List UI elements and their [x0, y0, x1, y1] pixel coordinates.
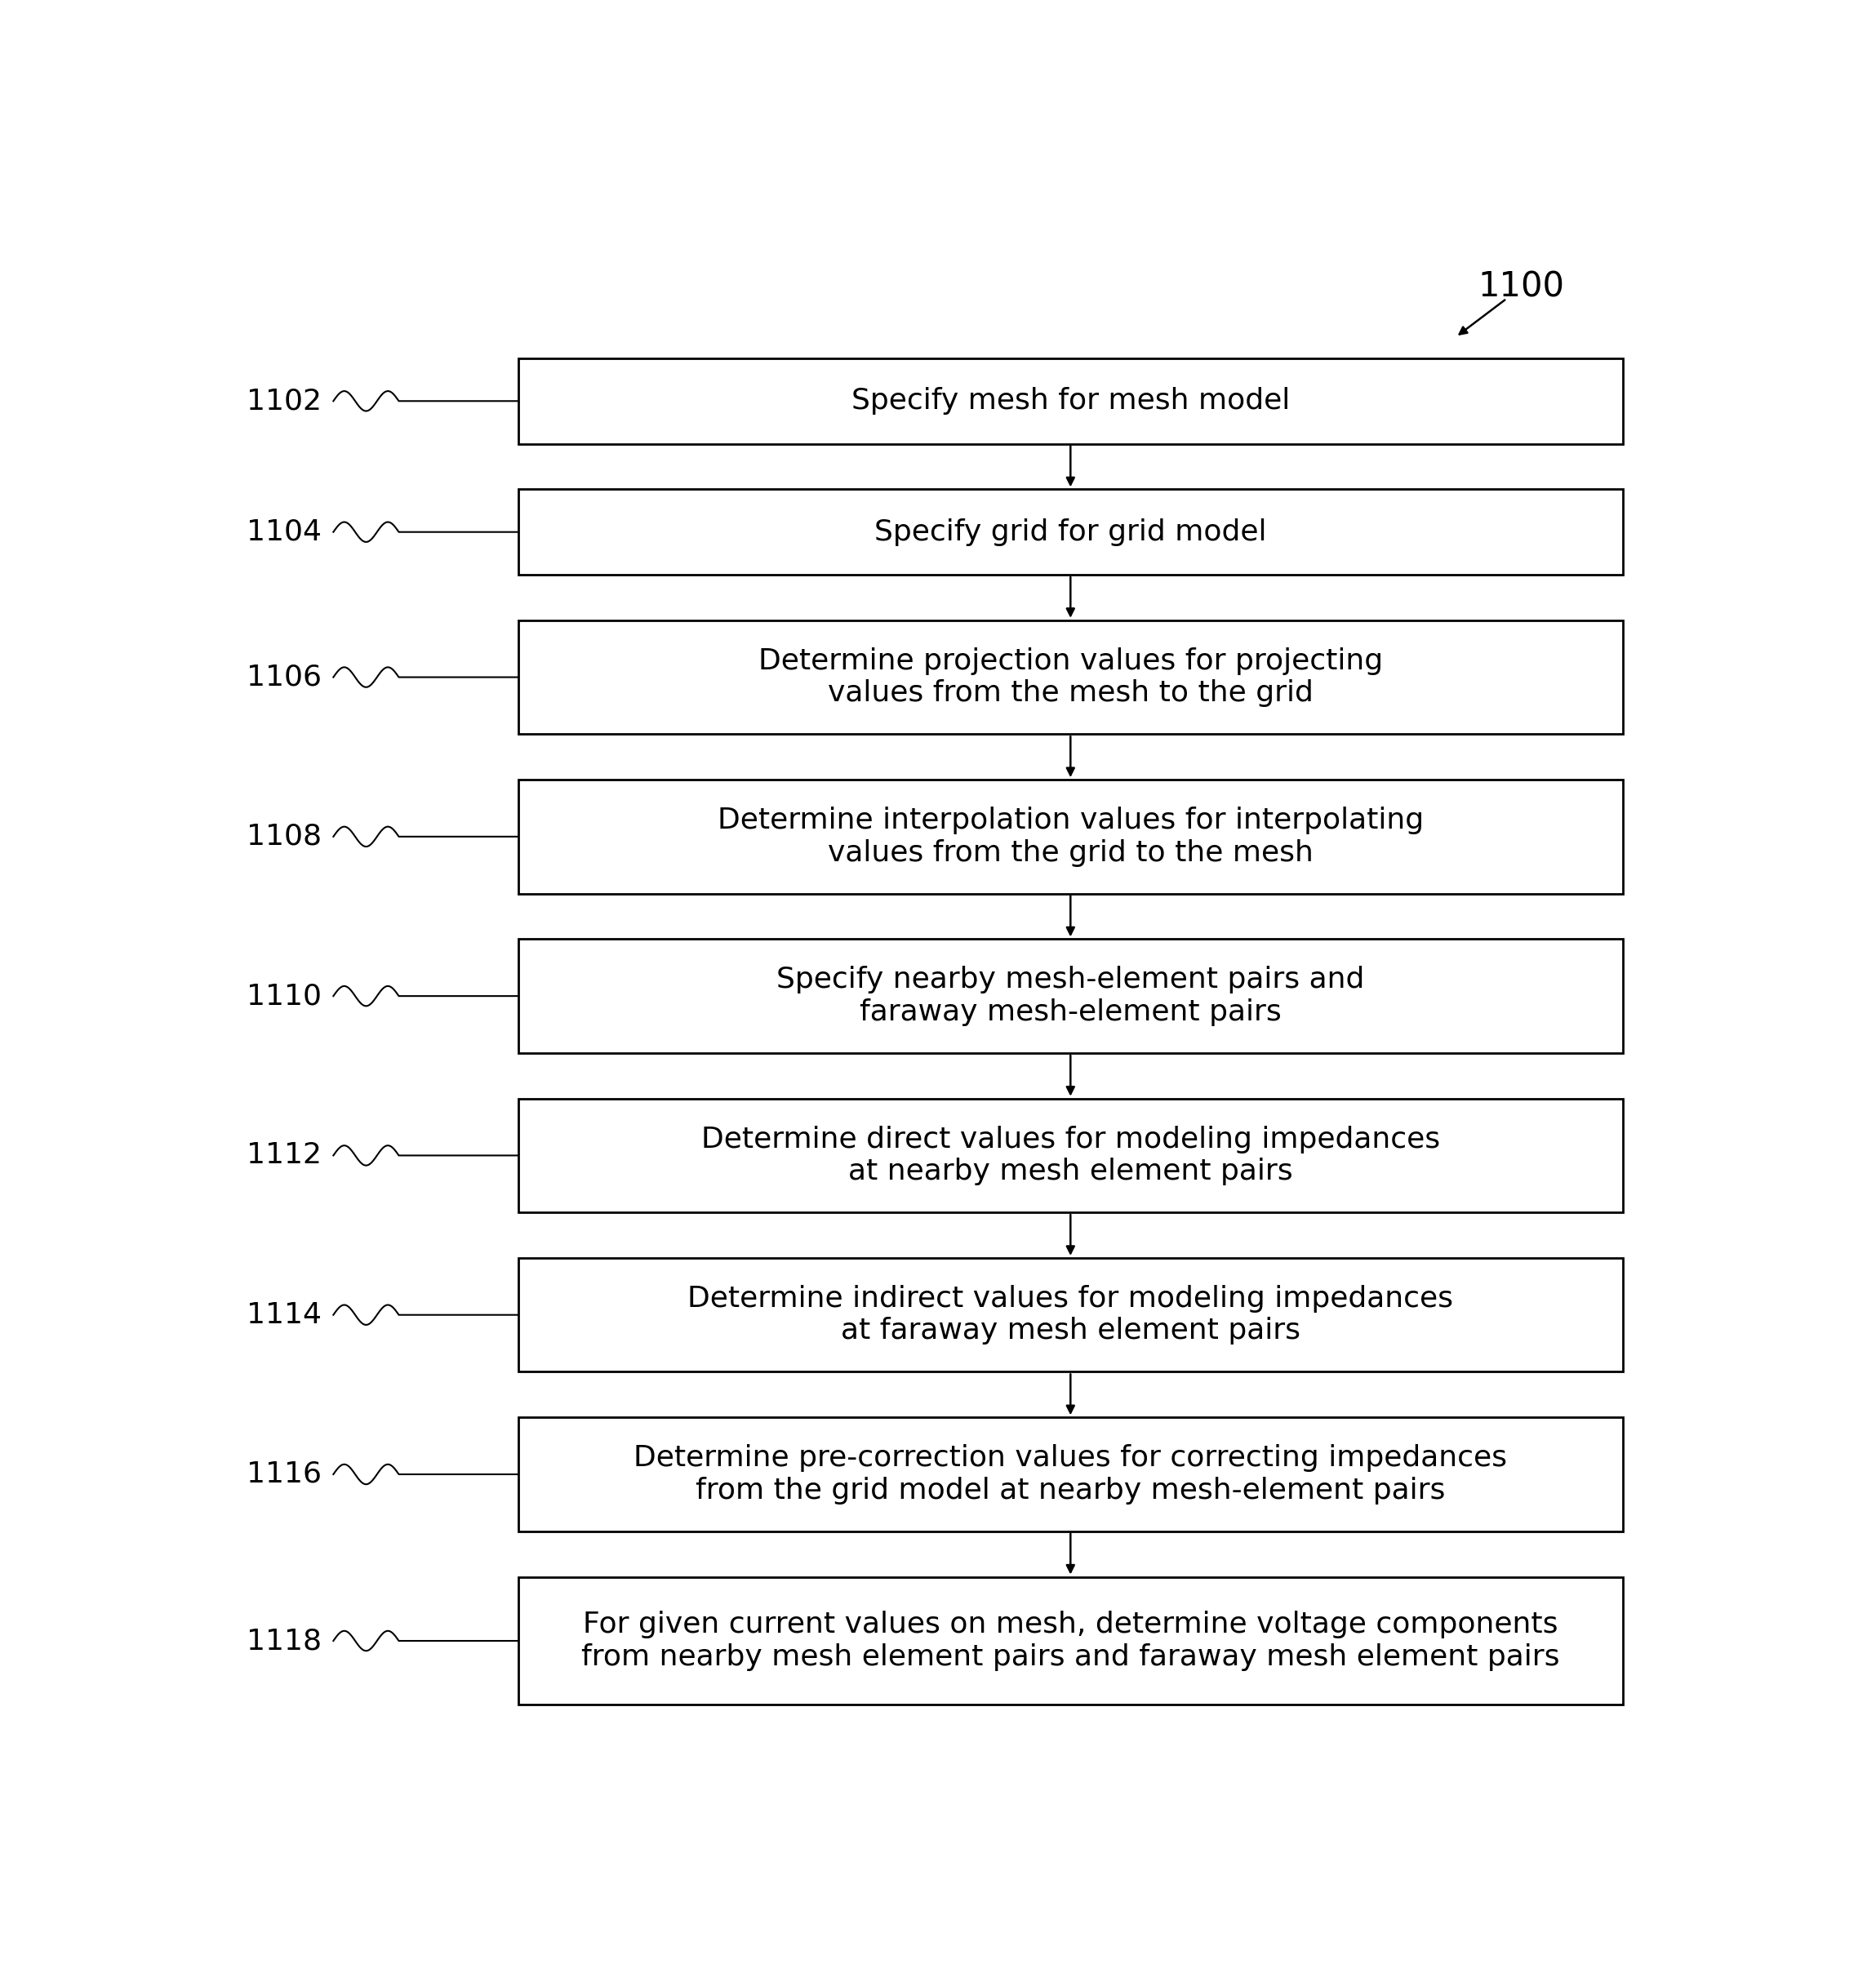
FancyBboxPatch shape: [518, 358, 1623, 443]
Text: 1106: 1106: [246, 663, 323, 690]
FancyBboxPatch shape: [518, 1576, 1623, 1705]
FancyBboxPatch shape: [518, 779, 1623, 894]
Text: Specify grid for grid model: Specify grid for grid model: [874, 518, 1266, 546]
Text: Determine indirect values for modeling impedances
at faraway mesh element pairs: Determine indirect values for modeling i…: [688, 1286, 1454, 1345]
FancyBboxPatch shape: [518, 489, 1623, 576]
Text: Determine interpolation values for interpolating
values from the grid to the mes: Determine interpolation values for inter…: [717, 807, 1424, 866]
Text: 1116: 1116: [246, 1460, 323, 1487]
Text: 1100: 1100: [1478, 271, 1565, 305]
FancyBboxPatch shape: [518, 1098, 1623, 1213]
Text: 1112: 1112: [246, 1141, 323, 1169]
Text: 1118: 1118: [246, 1628, 323, 1656]
Text: 1104: 1104: [246, 518, 323, 546]
FancyBboxPatch shape: [518, 1418, 1623, 1531]
Text: 1102: 1102: [246, 388, 323, 415]
Text: 1114: 1114: [246, 1302, 323, 1329]
Text: For given current values on mesh, determine voltage components
from nearby mesh : For given current values on mesh, determ…: [582, 1610, 1559, 1671]
Text: Determine pre-correction values for correcting impedances
from the grid model at: Determine pre-correction values for corr…: [634, 1444, 1506, 1505]
Text: Determine projection values for projecting
values from the mesh to the grid: Determine projection values for projecti…: [758, 647, 1383, 708]
Text: Specify mesh for mesh model: Specify mesh for mesh model: [852, 388, 1291, 415]
FancyBboxPatch shape: [518, 940, 1623, 1052]
FancyBboxPatch shape: [518, 621, 1623, 734]
Text: Determine direct values for modeling impedances
at nearby mesh element pairs: Determine direct values for modeling imp…: [702, 1125, 1441, 1185]
Text: 1110: 1110: [246, 983, 323, 1011]
FancyBboxPatch shape: [518, 1258, 1623, 1373]
Text: 1108: 1108: [246, 823, 323, 851]
Text: Specify nearby mesh-element pairs and
faraway mesh-element pairs: Specify nearby mesh-element pairs and fa…: [777, 965, 1364, 1027]
